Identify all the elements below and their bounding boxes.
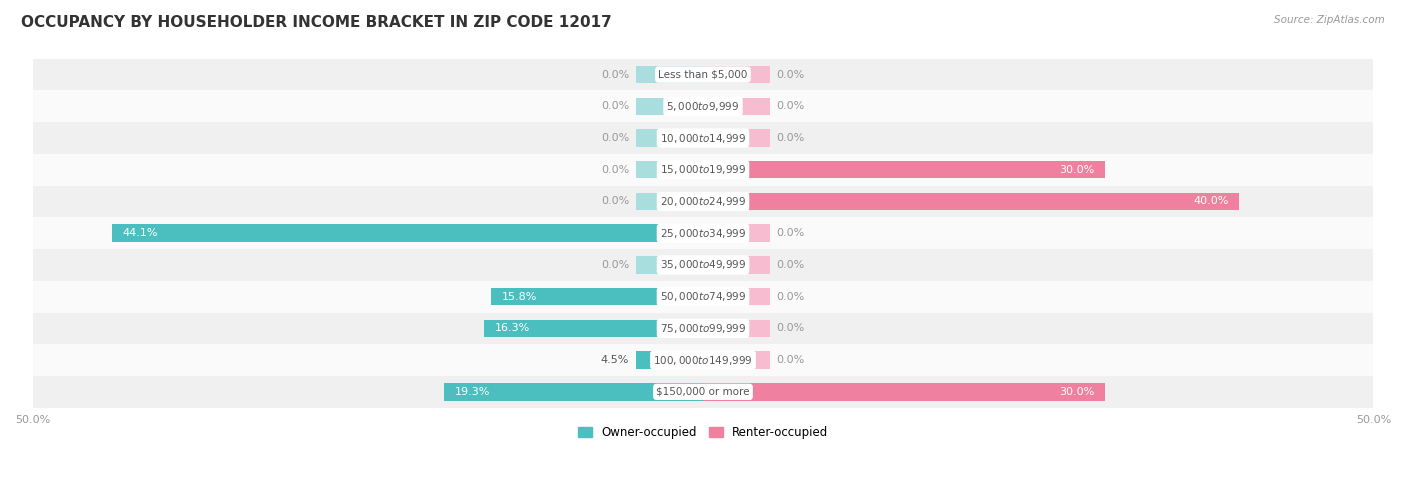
- Bar: [703, 320, 770, 337]
- Text: 44.1%: 44.1%: [122, 228, 157, 238]
- Bar: [111, 225, 703, 242]
- Bar: [703, 225, 770, 242]
- Bar: [636, 129, 703, 147]
- Bar: [32, 376, 1374, 408]
- Bar: [636, 161, 703, 178]
- Bar: [703, 256, 770, 274]
- Bar: [703, 98, 770, 115]
- Bar: [32, 186, 1374, 217]
- Text: 0.0%: 0.0%: [600, 133, 630, 143]
- Bar: [703, 193, 1239, 210]
- Text: 40.0%: 40.0%: [1194, 196, 1229, 207]
- Text: 0.0%: 0.0%: [776, 228, 806, 238]
- Bar: [32, 217, 1374, 249]
- Text: 15.8%: 15.8%: [502, 292, 537, 302]
- Bar: [703, 129, 770, 147]
- Text: 0.0%: 0.0%: [600, 260, 630, 270]
- Text: 0.0%: 0.0%: [600, 165, 630, 175]
- Bar: [703, 383, 1105, 400]
- Bar: [636, 66, 703, 83]
- Text: $100,000 to $149,999: $100,000 to $149,999: [654, 354, 752, 366]
- Bar: [491, 288, 703, 305]
- Bar: [32, 59, 1374, 90]
- Bar: [32, 90, 1374, 122]
- Text: 4.5%: 4.5%: [600, 355, 630, 365]
- Legend: Owner-occupied, Renter-occupied: Owner-occupied, Renter-occupied: [572, 421, 834, 444]
- Text: 0.0%: 0.0%: [600, 69, 630, 80]
- Bar: [703, 288, 770, 305]
- Text: $150,000 or more: $150,000 or more: [657, 387, 749, 397]
- Bar: [32, 122, 1374, 154]
- Text: 0.0%: 0.0%: [776, 260, 806, 270]
- Text: $35,000 to $49,999: $35,000 to $49,999: [659, 259, 747, 272]
- Text: OCCUPANCY BY HOUSEHOLDER INCOME BRACKET IN ZIP CODE 12017: OCCUPANCY BY HOUSEHOLDER INCOME BRACKET …: [21, 15, 612, 30]
- Text: $5,000 to $9,999: $5,000 to $9,999: [666, 100, 740, 113]
- Text: 0.0%: 0.0%: [776, 292, 806, 302]
- Bar: [32, 312, 1374, 344]
- Text: $50,000 to $74,999: $50,000 to $74,999: [659, 290, 747, 303]
- Text: $10,000 to $14,999: $10,000 to $14,999: [659, 132, 747, 144]
- Bar: [636, 98, 703, 115]
- Bar: [636, 256, 703, 274]
- Text: $20,000 to $24,999: $20,000 to $24,999: [659, 195, 747, 208]
- Text: 19.3%: 19.3%: [456, 387, 491, 397]
- Text: 30.0%: 30.0%: [1059, 387, 1094, 397]
- Bar: [703, 66, 770, 83]
- Text: 30.0%: 30.0%: [1059, 165, 1094, 175]
- Bar: [485, 320, 703, 337]
- Text: 0.0%: 0.0%: [600, 196, 630, 207]
- Text: $25,000 to $34,999: $25,000 to $34,999: [659, 226, 747, 240]
- Bar: [444, 383, 703, 400]
- Bar: [32, 281, 1374, 312]
- Text: Less than $5,000: Less than $5,000: [658, 69, 748, 80]
- Text: 0.0%: 0.0%: [776, 133, 806, 143]
- Bar: [32, 344, 1374, 376]
- Bar: [703, 351, 770, 369]
- Text: $15,000 to $19,999: $15,000 to $19,999: [659, 163, 747, 176]
- Text: 16.3%: 16.3%: [495, 323, 530, 333]
- Bar: [32, 249, 1374, 281]
- Text: 0.0%: 0.0%: [776, 355, 806, 365]
- Text: 0.0%: 0.0%: [600, 101, 630, 111]
- Text: 0.0%: 0.0%: [776, 69, 806, 80]
- Text: 0.0%: 0.0%: [776, 323, 806, 333]
- Bar: [32, 154, 1374, 186]
- Bar: [636, 193, 703, 210]
- Bar: [703, 161, 1105, 178]
- Text: 0.0%: 0.0%: [776, 101, 806, 111]
- Bar: [636, 351, 703, 369]
- Text: Source: ZipAtlas.com: Source: ZipAtlas.com: [1274, 15, 1385, 25]
- Text: $75,000 to $99,999: $75,000 to $99,999: [659, 322, 747, 335]
